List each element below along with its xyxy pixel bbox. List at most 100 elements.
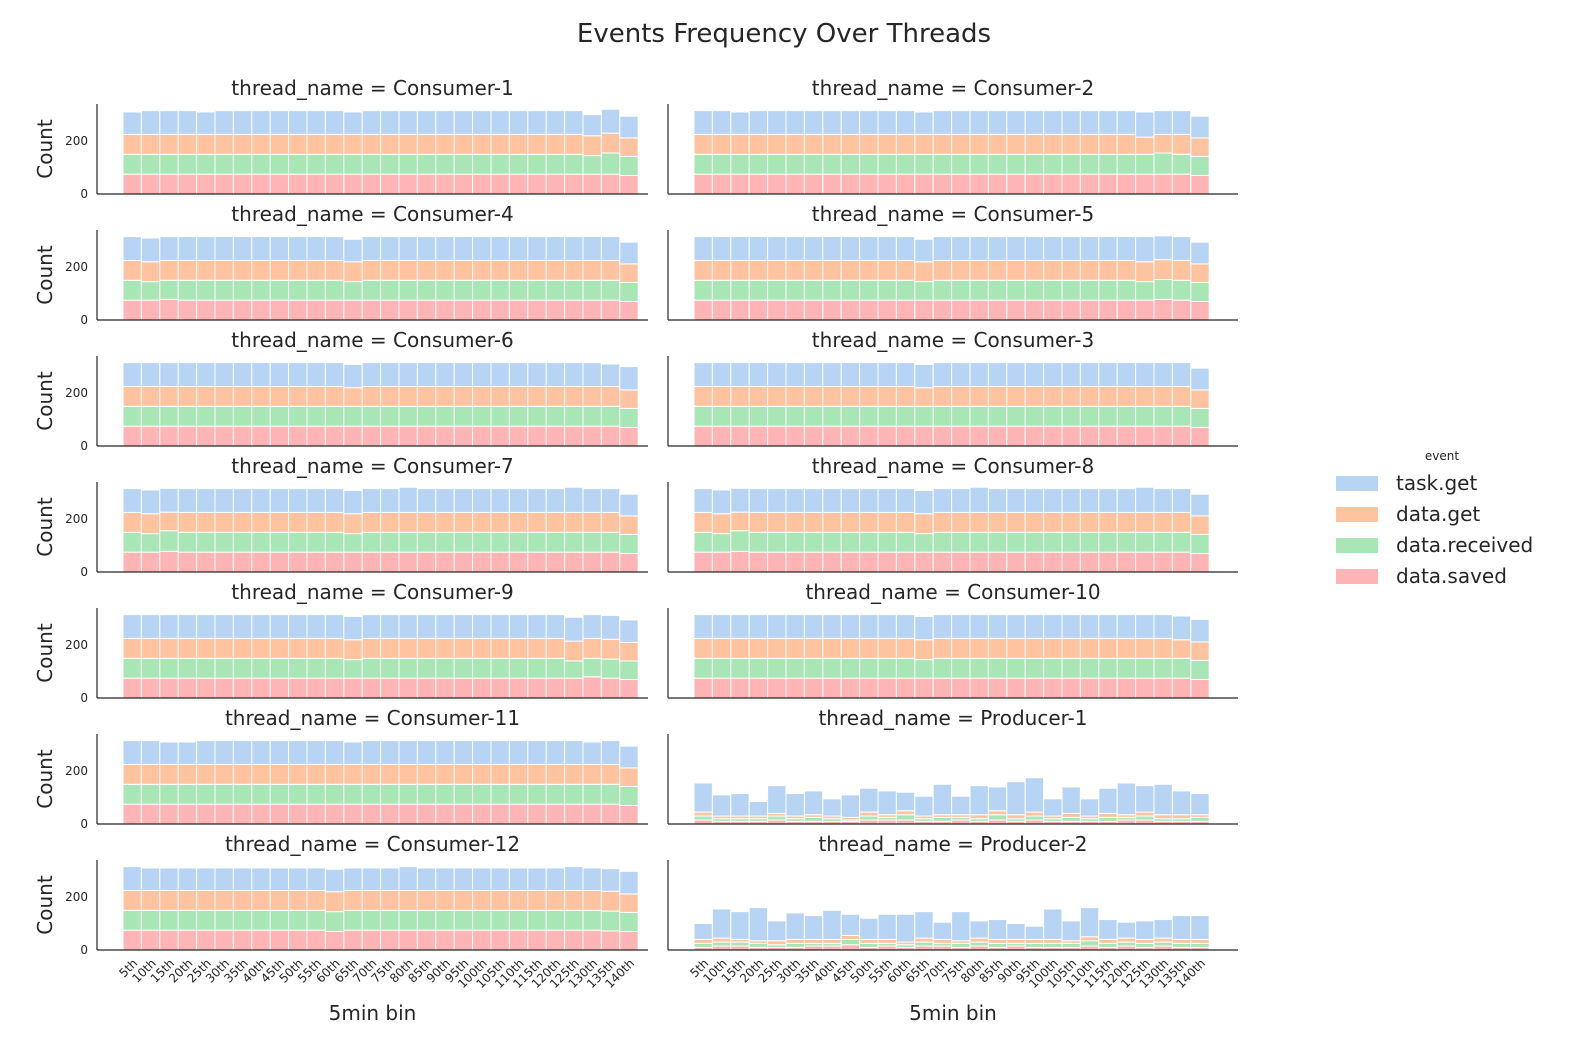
- bar-segment-data-received: [730, 941, 750, 947]
- bar-segment-data-get: [877, 259, 897, 281]
- bar-segment-data-get: [748, 511, 769, 533]
- bar-segment-data-saved: [361, 677, 382, 699]
- bar-segment-task-get: [693, 923, 713, 940]
- bar-segment-data-saved: [1171, 299, 1192, 321]
- bar-segment-data-get: [822, 511, 842, 533]
- bar-segment-data-received: [472, 657, 492, 679]
- bar-segment-data-received: [508, 783, 529, 805]
- bar-segment-task-get: [932, 488, 953, 513]
- bar-segment-data-received: [969, 657, 989, 679]
- bar-segment-data-get: [122, 637, 142, 659]
- bar-segment-task-get: [564, 616, 584, 642]
- bar-segment-data-received: [324, 405, 345, 427]
- bar-segment-data-saved: [232, 929, 253, 951]
- bar-segment-data-get: [582, 637, 602, 659]
- bar-segment-data-received: [251, 279, 271, 301]
- bar-segment-data-saved: [748, 173, 769, 195]
- bar-segment-data-get: [343, 133, 363, 155]
- bar-segment-task-get: [969, 236, 989, 261]
- bar-segment-task-get: [859, 787, 879, 813]
- bar-segment-data-get: [508, 511, 529, 533]
- bar-segment-data-received: [822, 153, 842, 175]
- bar-segment-data-received: [859, 815, 879, 821]
- bar-segment-data-get: [914, 133, 934, 155]
- bar-segment-data-saved: [288, 425, 308, 447]
- bar-segment-data-get: [1098, 637, 1118, 659]
- bar-segment-data-get: [545, 133, 566, 155]
- bar-segment-data-saved: [877, 677, 897, 699]
- bar-segment-task-get: [914, 911, 934, 939]
- bar-segment-task-get: [1006, 488, 1026, 513]
- bar-segment-data-saved: [932, 173, 953, 195]
- bar-segment-task-get: [453, 110, 474, 135]
- bar-segment-data-get: [343, 889, 363, 911]
- bar-segment-data-get: [748, 385, 769, 407]
- bar-segment-data-received: [987, 942, 1008, 948]
- bar-segment-data-saved: [914, 425, 934, 447]
- bar-segment-data-received: [306, 405, 326, 427]
- bar-segment-data-saved: [840, 944, 861, 951]
- bar-segment-task-get: [343, 615, 363, 641]
- bar-segment-data-get: [527, 133, 547, 155]
- bar-segment-data-get: [508, 259, 529, 281]
- bar-segment-data-get: [196, 133, 216, 155]
- bar-segment-data-received: [380, 531, 400, 553]
- bar-segment-data-received: [196, 279, 216, 301]
- bar-segment-data-get: [730, 133, 750, 155]
- bar-segment-data-received: [859, 531, 879, 553]
- bar-segment-data-saved: [895, 551, 916, 573]
- bar-segment-data-received: [1024, 153, 1045, 175]
- bar-segment-task-get: [582, 236, 602, 261]
- bar-segment-data-get: [214, 259, 234, 281]
- bar-segment-data-received: [730, 530, 750, 552]
- bar-segment-data-saved: [159, 425, 179, 447]
- bar-segment-task-get: [435, 614, 455, 639]
- bar-segment-data-saved: [1079, 173, 1100, 195]
- bar-segment-data-received: [932, 279, 953, 301]
- bar-segment-data-saved: [1061, 425, 1081, 447]
- bar-segment-data-get: [969, 937, 989, 943]
- bar-segment-data-received: [1190, 659, 1210, 680]
- bar-segment-task-get: [748, 362, 769, 387]
- bar-segment-data-saved: [969, 677, 989, 699]
- bar-segment-task-get: [859, 362, 879, 387]
- bar-segment-task-get: [840, 913, 861, 936]
- bar-segment-data-saved: [159, 173, 179, 195]
- bar-segment-task-get: [214, 488, 234, 513]
- bar-segment-data-received: [159, 153, 179, 175]
- panel-title: thread_name = Consumer-12: [225, 832, 520, 856]
- bar-segment-data-saved: [490, 677, 510, 699]
- bar-segment-data-received: [895, 153, 916, 175]
- bar-segment-data-saved: [1135, 551, 1155, 573]
- bar-segment-task-get: [306, 867, 326, 891]
- bar-segment-data-saved: [1043, 173, 1063, 195]
- facet-grid: thread_name = Consumer-10200Countthread_…: [33, 76, 1238, 1025]
- bar-segment-task-get: [177, 110, 198, 135]
- bar-segment-data-saved: [1153, 425, 1173, 447]
- bar-segment-data-received: [1079, 657, 1100, 679]
- bar-segment-data-saved: [177, 173, 198, 195]
- bar-segment-task-get: [969, 362, 989, 387]
- bar-segment-data-received: [1116, 531, 1137, 553]
- bar-segment-data-received: [785, 531, 805, 553]
- bar-segment-data-received: [324, 783, 345, 805]
- bar-segment-data-received: [159, 405, 179, 427]
- bar-segment-task-get: [251, 614, 271, 639]
- bar-segment-data-received: [269, 153, 290, 175]
- bar-segment-task-get: [269, 110, 290, 135]
- bar-segment-task-get: [527, 110, 547, 135]
- bar-segment-data-received: [545, 783, 566, 805]
- bar-segment-data-get: [527, 259, 547, 281]
- bar-segment-task-get: [545, 488, 566, 513]
- bar-segment-data-get: [1153, 814, 1173, 820]
- bar-segment-data-get: [951, 511, 971, 533]
- bar-segment-data-saved: [1098, 425, 1118, 447]
- bar-segment-data-received: [767, 815, 787, 821]
- bar-segment-data-received: [490, 909, 510, 931]
- bar-segment-task-get: [803, 790, 824, 816]
- bar-segment-data-saved: [582, 803, 602, 825]
- bar-segment-data-get: [1024, 133, 1045, 155]
- bar-segment-task-get: [177, 867, 198, 891]
- bar-segment-task-get: [822, 909, 842, 940]
